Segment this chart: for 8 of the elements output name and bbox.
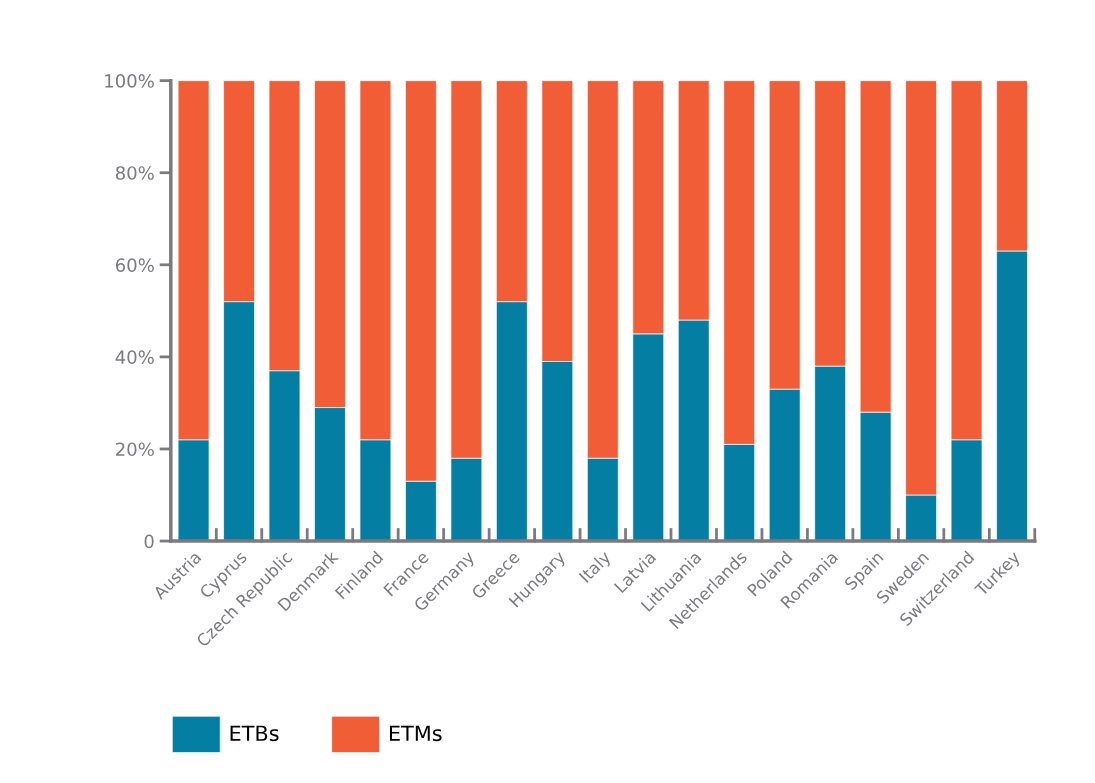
y-tick-label: 0 [144,534,154,549]
y-tick-label: 80% [115,166,154,180]
legend-label: ETBs [230,725,279,742]
y-tick-label: 20% [116,442,154,457]
y-tick-label: 100% [105,74,154,88]
y-tick-label: 40% [115,350,154,365]
y-tick-label: 60% [115,258,154,272]
legend-label: ETMs [389,725,442,742]
